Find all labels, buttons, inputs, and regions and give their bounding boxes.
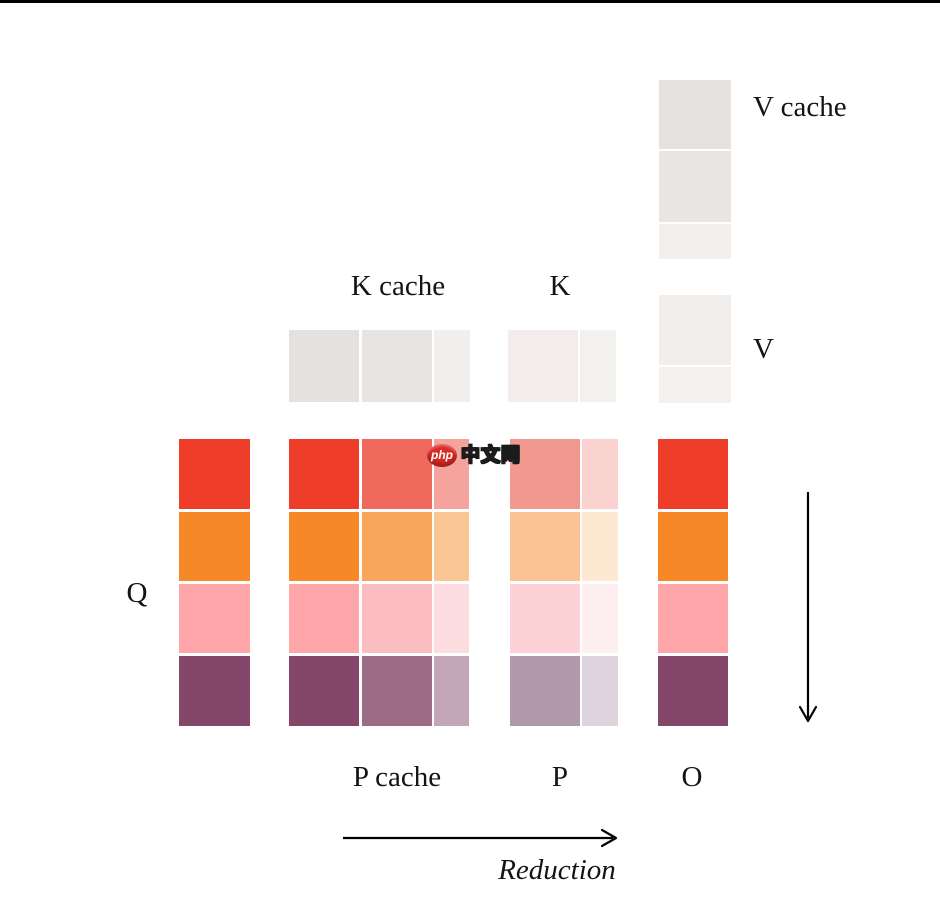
v-cache-stack-cell xyxy=(659,80,731,149)
k-cache-row-cell xyxy=(362,330,432,402)
k-cache-label: K cache xyxy=(350,270,446,302)
p-cache-grid-cell xyxy=(362,439,432,509)
o-column-cell xyxy=(658,512,728,581)
p-cache-grid-cell xyxy=(289,439,359,509)
o-column-cell xyxy=(658,584,728,653)
q-column-cell xyxy=(179,584,250,653)
php-logo-icon: php xyxy=(427,443,457,467)
reduction-label: Reduction xyxy=(498,854,616,886)
v-stack-cell xyxy=(659,367,731,403)
p-grid-cell xyxy=(582,656,618,726)
watermark-site-text: 中文网 xyxy=(460,443,522,466)
p-cache-label: P cache xyxy=(352,761,442,793)
p-grid-cell xyxy=(510,656,580,726)
p-label: P xyxy=(551,761,569,793)
p-cache-grid-cell xyxy=(289,584,359,653)
p-grid-cell xyxy=(582,512,618,581)
down-arrow-icon xyxy=(798,492,818,723)
q-column-cell xyxy=(179,656,250,726)
v-cache-stack-cell xyxy=(659,224,731,259)
k-row-cell xyxy=(508,330,578,402)
p-cache-grid-cell xyxy=(434,656,469,726)
v-label: V xyxy=(753,333,774,365)
k-cache-row-cell xyxy=(289,330,359,402)
q-column-cell xyxy=(179,512,250,581)
v-cache-stack-cell xyxy=(659,151,731,222)
o-label: O xyxy=(681,761,703,793)
p-grid-cell xyxy=(582,439,618,509)
p-grid-cell xyxy=(582,584,618,653)
q-label: Q xyxy=(126,577,148,609)
k-label: K xyxy=(549,270,571,302)
o-column-cell xyxy=(658,439,728,509)
q-column-cell xyxy=(179,439,250,509)
k-row-cell xyxy=(580,330,616,402)
v-stack-cell xyxy=(659,295,731,365)
p-cache-grid-cell xyxy=(362,512,432,581)
p-grid-cell xyxy=(510,584,580,653)
p-cache-grid-cell xyxy=(362,584,432,653)
v-cache-label: V cache xyxy=(753,91,847,123)
top-border-line xyxy=(0,0,940,3)
reduction-arrow-icon xyxy=(343,828,618,848)
o-column-cell xyxy=(658,656,728,726)
p-cache-grid-cell xyxy=(434,584,469,653)
watermark: php 中文网 xyxy=(427,443,521,467)
p-cache-grid-cell xyxy=(289,656,359,726)
p-grid-cell xyxy=(510,512,580,581)
k-cache-row-cell xyxy=(434,330,470,402)
p-cache-grid-cell xyxy=(434,512,469,581)
p-grid-cell xyxy=(510,439,580,509)
p-cache-grid-cell xyxy=(289,512,359,581)
p-cache-grid-cell xyxy=(362,656,432,726)
